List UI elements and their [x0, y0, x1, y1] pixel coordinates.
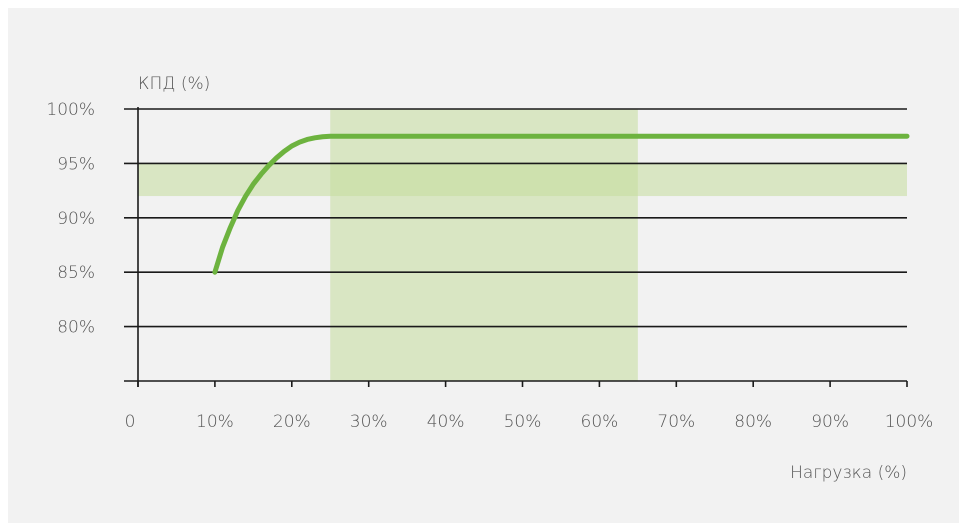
x-tick-label-3: 30%	[350, 412, 388, 432]
y-axis-label: КПД (%)	[138, 74, 210, 94]
x-tick-label-0: 0	[125, 412, 136, 432]
x-tick-label-4: 40%	[427, 412, 465, 432]
x-axis-label: Нагрузка (%)	[790, 463, 907, 483]
highlight-bands	[138, 109, 907, 381]
highlight-band-x-0	[330, 109, 638, 381]
x-tick-label-8: 80%	[734, 412, 772, 432]
gridlines	[124, 108, 907, 328]
x-tick-label-6: 60%	[581, 412, 619, 432]
x-tick-label-10: 100%	[885, 412, 934, 432]
y-tick-label-4: 80%	[57, 318, 95, 338]
x-tick-label-5: 50%	[504, 412, 542, 432]
y-tick-label-3: 85%	[57, 263, 95, 283]
y-tick-label-1: 95%	[57, 154, 95, 174]
x-tick-label-9: 90%	[811, 412, 849, 432]
series-line-0	[212, 133, 910, 275]
x-tick-label-2: 20%	[273, 412, 311, 432]
y-tick-label-0: 100%	[46, 100, 95, 120]
tick-labels: 100% 95% 90% 85% 80% 0 10% 20% 30% 40% 50% 60% 70% 80…	[46, 100, 933, 432]
x-tick-label-7: 70%	[657, 412, 695, 432]
series-layer	[212, 133, 910, 275]
x-tick-label-1: 10%	[196, 412, 234, 432]
axes	[124, 107, 908, 387]
y-tick-label-2: 90%	[57, 209, 95, 229]
highlight-band-y-1	[138, 163, 907, 197]
